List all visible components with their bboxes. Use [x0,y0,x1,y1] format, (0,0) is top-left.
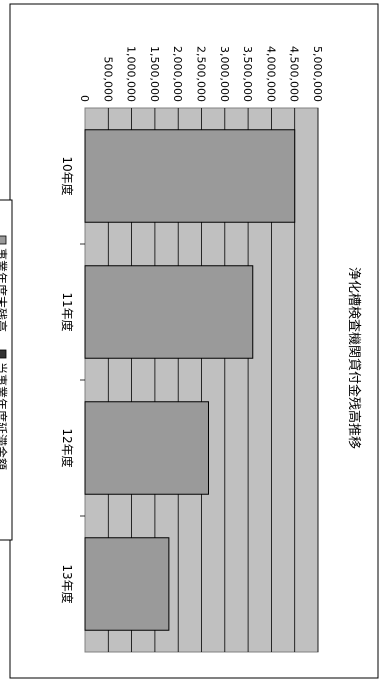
x-category-label: 10年度 [60,156,75,195]
y-tick-label: 5,000,000 [311,46,324,102]
y-tick-label: 1,000,000 [125,46,138,102]
bars [84,129,296,631]
legend-label-overdue-amount: 当事業年度延滞金額 [0,362,9,470]
legend-label-ending-balance: 事業年度末残高 [0,248,9,332]
bar [84,129,296,223]
chart-body: 0 500,000 1,000,000 1,500,000 2,000,000 2,500… [0,46,362,653]
y-tick-label: 500,000 [101,57,114,103]
y-tick-label: 0 [78,95,91,102]
y-tick-label: 4,000,000 [264,46,277,102]
bar [84,401,209,495]
y-tick-label: 1,500,000 [148,46,161,102]
legend-box [0,199,13,541]
x-axis-categories: 10年度 11年度 12年度 13年度 [60,156,85,604]
y-axis-ticks: 0 500,000 1,000,000 1,500,000 2,000,000 2,500… [78,46,324,102]
y-tick-label: 4,500,000 [288,46,301,102]
x-category-label: 13年度 [60,564,75,603]
bar [84,537,170,631]
y-tick-label: 2,500,000 [195,46,208,102]
x-category-label: 11年度 [60,292,75,331]
legend-swatch-ending-balance [0,235,7,245]
chart-title: 浄化槽検査機関貸付金残高推移 [346,267,362,449]
y-tick-label: 3,000,000 [218,46,231,102]
legend-swatch-overdue-amount [0,349,7,359]
bar [84,265,254,359]
y-tick-label: 2,000,000 [171,46,184,102]
x-category-label: 12年度 [60,428,75,467]
legend: 事業年度末残高 当事業年度延滞金額 [0,199,13,541]
y-tick-label: 3,500,000 [241,46,254,102]
